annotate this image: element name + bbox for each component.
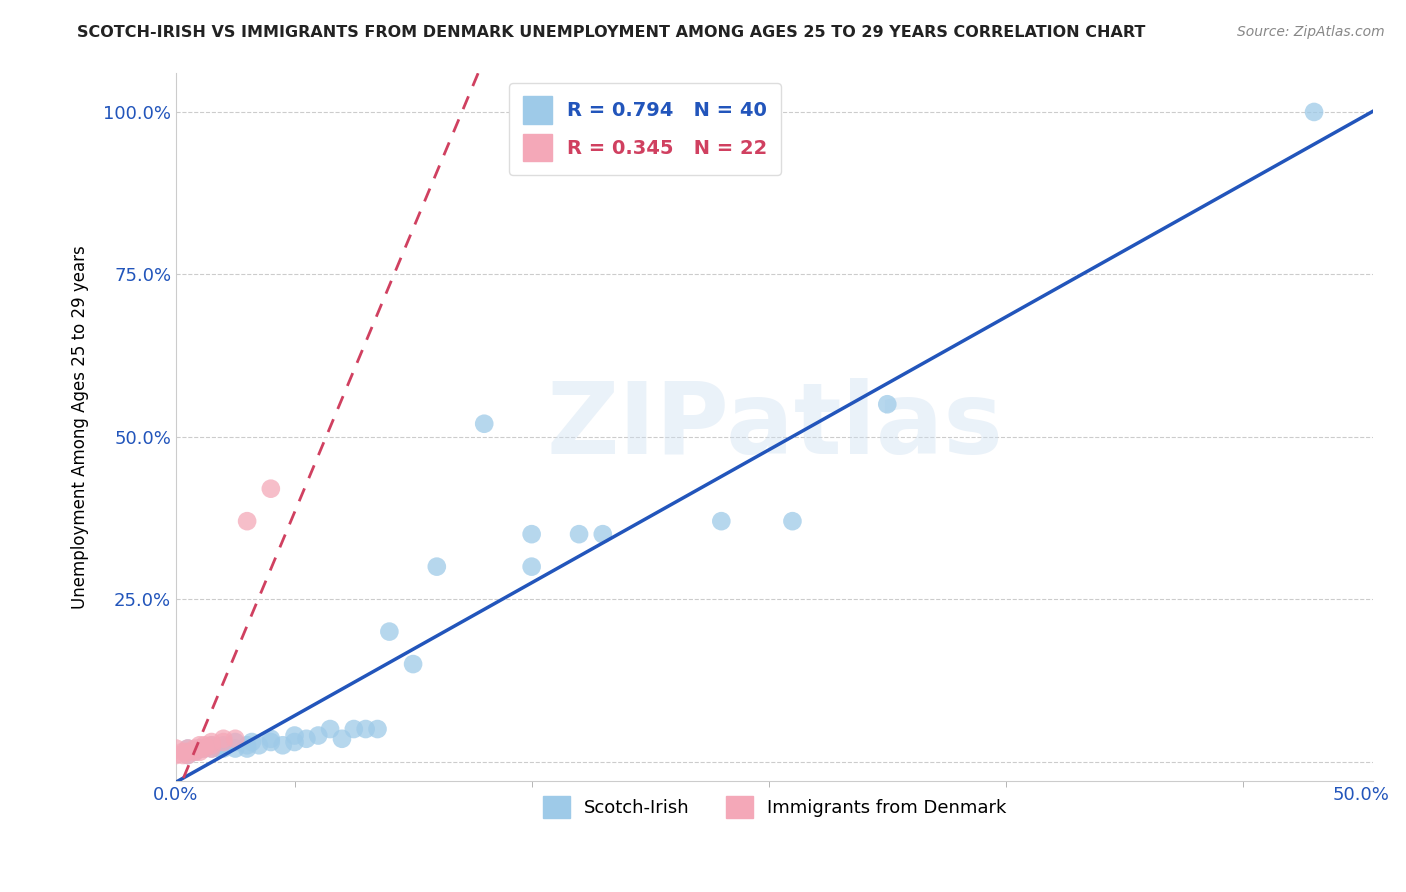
Point (236, 739, 259, 753)
Point (240, 735, 263, 749)
Point (782, 514, 804, 528)
Point (193, 741, 215, 756)
Point (184, 745, 207, 759)
Point (212, 731, 235, 746)
Point (520, 527, 543, 541)
Point (172, 745, 194, 759)
Point (260, 735, 283, 749)
Point (710, 514, 733, 528)
Point (354, 722, 377, 736)
Point (188, 741, 211, 756)
Point (1303, 105, 1326, 120)
Point (208, 741, 231, 756)
Point (165, 747, 187, 762)
Point (172, 747, 194, 762)
Text: Source: ZipAtlas.com: Source: ZipAtlas.com (1237, 25, 1385, 39)
Text: SCOTCH-IRISH VS IMMIGRANTS FROM DENMARK UNEMPLOYMENT AMONG AGES 25 TO 29 YEARS C: SCOTCH-IRISH VS IMMIGRANTS FROM DENMARK … (77, 25, 1146, 40)
Point (224, 741, 246, 756)
Point (343, 722, 366, 736)
Point (212, 741, 235, 756)
Point (177, 747, 200, 762)
Point (184, 741, 207, 756)
Point (283, 735, 305, 749)
Point (224, 735, 246, 749)
Point (402, 657, 425, 671)
Point (200, 739, 222, 753)
Point (247, 739, 270, 753)
Point (188, 741, 211, 756)
Point (188, 739, 211, 753)
Point (283, 729, 305, 743)
Point (568, 527, 591, 541)
Point (426, 559, 449, 574)
Point (212, 735, 235, 749)
Point (200, 741, 222, 756)
Point (212, 739, 235, 753)
Point (520, 559, 543, 574)
Point (236, 514, 259, 528)
Point (260, 731, 283, 746)
Point (876, 397, 898, 411)
Point (177, 741, 200, 756)
Point (295, 731, 318, 746)
Point (193, 739, 215, 753)
Point (224, 731, 246, 746)
Point (177, 747, 200, 762)
Point (236, 741, 259, 756)
Point (184, 745, 207, 759)
Point (271, 739, 294, 753)
Point (307, 729, 329, 743)
Point (165, 741, 187, 756)
Point (200, 741, 222, 756)
Point (260, 482, 283, 496)
Point (378, 624, 401, 639)
Point (319, 722, 342, 736)
Point (367, 722, 389, 736)
Point (592, 527, 614, 541)
Point (200, 735, 222, 749)
Y-axis label: Unemployment Among Ages 25 to 29 years: Unemployment Among Ages 25 to 29 years (72, 245, 89, 609)
Point (193, 741, 215, 756)
Text: ZIPatlas: ZIPatlas (547, 378, 1002, 475)
Legend: Scotch-Irish, Immigrants from Denmark: Scotch-Irish, Immigrants from Denmark (536, 789, 1014, 825)
Point (177, 745, 200, 759)
Point (472, 417, 495, 431)
Point (200, 739, 222, 753)
Point (177, 741, 200, 756)
Point (188, 745, 211, 759)
Point (330, 731, 353, 746)
